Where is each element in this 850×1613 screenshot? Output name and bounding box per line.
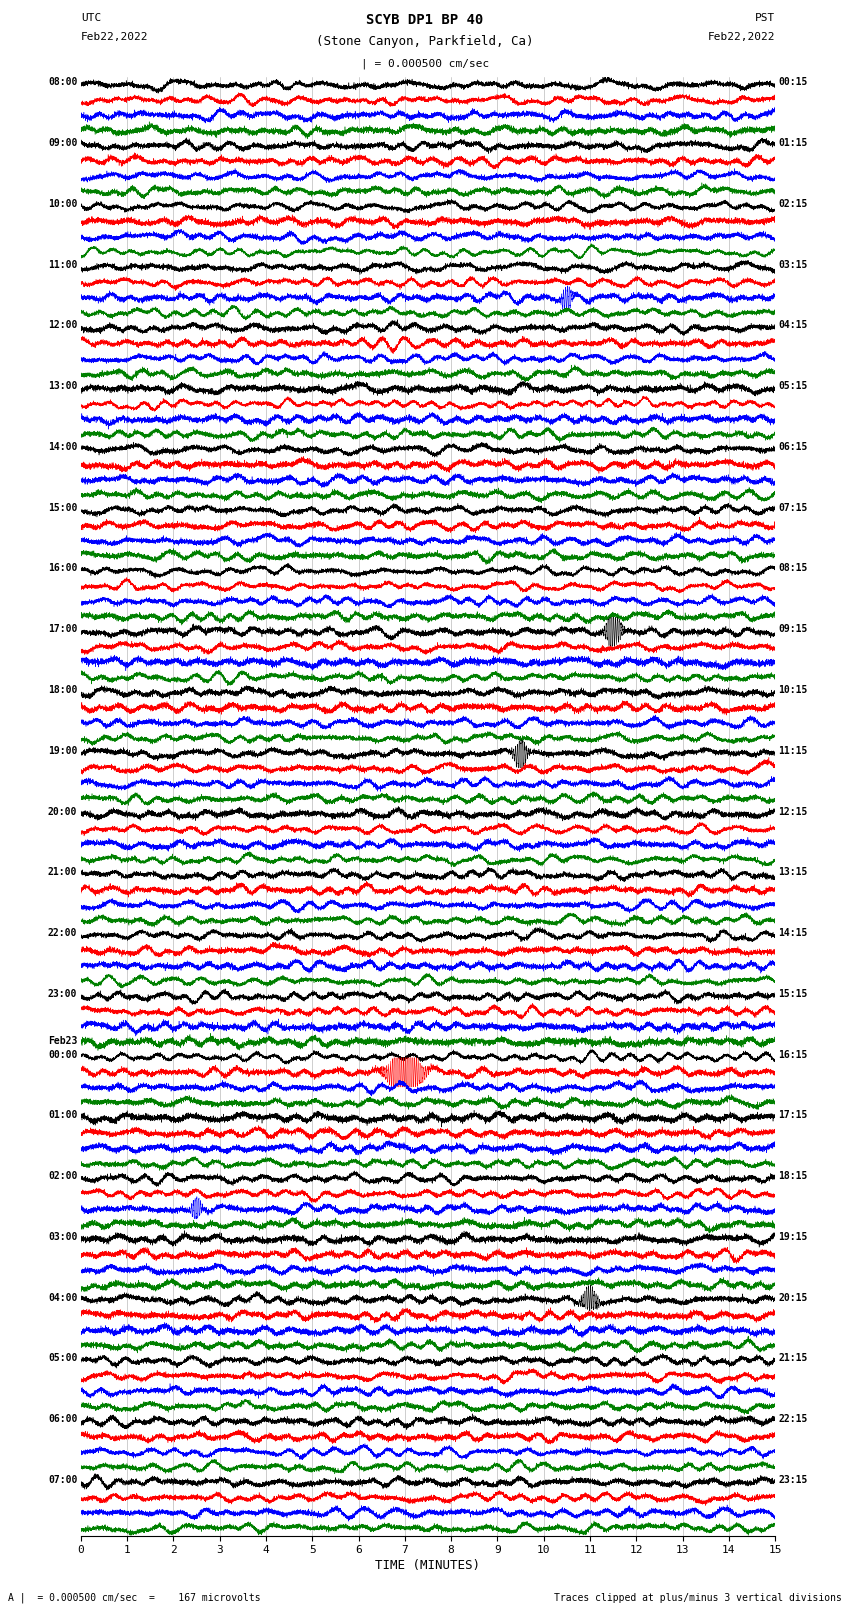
Text: Traces clipped at plus/minus 3 vertical divisions: Traces clipped at plus/minus 3 vertical … bbox=[553, 1594, 842, 1603]
Text: 02:15: 02:15 bbox=[779, 198, 808, 210]
Text: Feb22,2022: Feb22,2022 bbox=[708, 32, 775, 42]
Text: 13:15: 13:15 bbox=[779, 868, 808, 877]
Text: 20:15: 20:15 bbox=[779, 1292, 808, 1303]
Text: 00:00: 00:00 bbox=[48, 1050, 77, 1060]
Text: 14:15: 14:15 bbox=[779, 927, 808, 939]
Text: 08:15: 08:15 bbox=[779, 563, 808, 574]
Text: 21:00: 21:00 bbox=[48, 868, 77, 877]
Text: 07:15: 07:15 bbox=[779, 503, 808, 513]
Text: UTC: UTC bbox=[81, 13, 101, 23]
Text: 04:15: 04:15 bbox=[779, 321, 808, 331]
Text: 16:15: 16:15 bbox=[779, 1050, 808, 1060]
Text: 22:00: 22:00 bbox=[48, 927, 77, 939]
Text: 05:00: 05:00 bbox=[48, 1353, 77, 1363]
Text: 21:15: 21:15 bbox=[779, 1353, 808, 1363]
X-axis label: TIME (MINUTES): TIME (MINUTES) bbox=[376, 1560, 480, 1573]
Text: 15:15: 15:15 bbox=[779, 989, 808, 998]
Text: 17:00: 17:00 bbox=[48, 624, 77, 634]
Text: 23:00: 23:00 bbox=[48, 989, 77, 998]
Text: 19:00: 19:00 bbox=[48, 745, 77, 756]
Text: 23:15: 23:15 bbox=[779, 1474, 808, 1486]
Text: 02:00: 02:00 bbox=[48, 1171, 77, 1181]
Text: Feb22,2022: Feb22,2022 bbox=[81, 32, 148, 42]
Text: SCYB DP1 BP 40: SCYB DP1 BP 40 bbox=[366, 13, 484, 27]
Text: 15:00: 15:00 bbox=[48, 503, 77, 513]
Text: 18:00: 18:00 bbox=[48, 686, 77, 695]
Text: 06:15: 06:15 bbox=[779, 442, 808, 452]
Text: 17:15: 17:15 bbox=[779, 1110, 808, 1121]
Text: 20:00: 20:00 bbox=[48, 806, 77, 816]
Text: (Stone Canyon, Parkfield, Ca): (Stone Canyon, Parkfield, Ca) bbox=[316, 35, 534, 48]
Text: 12:00: 12:00 bbox=[48, 321, 77, 331]
Text: A |  = 0.000500 cm/sec  =    167 microvolts: A | = 0.000500 cm/sec = 167 microvolts bbox=[8, 1592, 261, 1603]
Text: 01:15: 01:15 bbox=[779, 139, 808, 148]
Text: 10:00: 10:00 bbox=[48, 198, 77, 210]
Text: 13:00: 13:00 bbox=[48, 381, 77, 392]
Text: 06:00: 06:00 bbox=[48, 1415, 77, 1424]
Text: 03:00: 03:00 bbox=[48, 1232, 77, 1242]
Text: 22:15: 22:15 bbox=[779, 1415, 808, 1424]
Text: 10:15: 10:15 bbox=[779, 686, 808, 695]
Text: Feb23: Feb23 bbox=[48, 1036, 77, 1047]
Text: 11:15: 11:15 bbox=[779, 745, 808, 756]
Text: 07:00: 07:00 bbox=[48, 1474, 77, 1486]
Text: 09:15: 09:15 bbox=[779, 624, 808, 634]
Text: PST: PST bbox=[755, 13, 775, 23]
Text: 03:15: 03:15 bbox=[779, 260, 808, 269]
Text: 18:15: 18:15 bbox=[779, 1171, 808, 1181]
Text: 01:00: 01:00 bbox=[48, 1110, 77, 1121]
Text: | = 0.000500 cm/sec: | = 0.000500 cm/sec bbox=[361, 58, 489, 69]
Text: 08:00: 08:00 bbox=[48, 77, 77, 87]
Text: 11:00: 11:00 bbox=[48, 260, 77, 269]
Text: 19:15: 19:15 bbox=[779, 1232, 808, 1242]
Text: 16:00: 16:00 bbox=[48, 563, 77, 574]
Text: 04:00: 04:00 bbox=[48, 1292, 77, 1303]
Text: 00:15: 00:15 bbox=[779, 77, 808, 87]
Text: 12:15: 12:15 bbox=[779, 806, 808, 816]
Text: 05:15: 05:15 bbox=[779, 381, 808, 392]
Text: 14:00: 14:00 bbox=[48, 442, 77, 452]
Text: 09:00: 09:00 bbox=[48, 139, 77, 148]
